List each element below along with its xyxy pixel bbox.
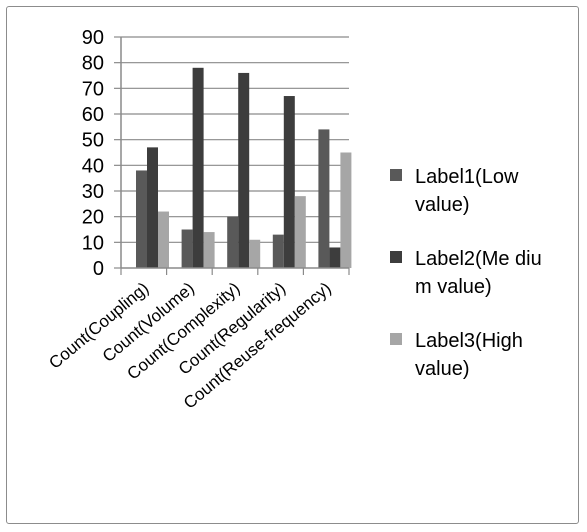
y-tick-label: 20 [82, 207, 104, 229]
legend-label: Label3(High [415, 330, 523, 352]
x-tick-labels: Count(Coupling)Count(Volume)Count(Comple… [45, 279, 334, 413]
axes [114, 36, 350, 275]
legend: Label1(Low value) Label2(Me diu m value) Lab… [390, 166, 542, 380]
legend-label: m value) [415, 276, 492, 298]
y-tick-label: 80 [82, 53, 104, 75]
legend-label: value) [415, 194, 469, 216]
legend-swatch [390, 251, 402, 263]
bar-series3-0 [158, 211, 169, 268]
y-tick-label: 40 [82, 155, 104, 177]
legend-label: Label2(Me diu [415, 248, 542, 270]
bar-series1-0 [136, 170, 147, 268]
bar-series2-4 [329, 247, 341, 268]
y-tick-label: 10 [82, 232, 104, 254]
bar-series2-3 [283, 96, 295, 269]
bar-series3-2 [249, 239, 261, 268]
bar-series1-4 [318, 129, 330, 268]
legend-label: Label1(Low [415, 166, 519, 188]
y-tick-label: 0 [93, 258, 104, 280]
bar-series2-1 [192, 67, 204, 268]
legend-label: value) [415, 358, 469, 380]
bar-series3-3 [294, 196, 306, 268]
y-tick-label: 90 [82, 27, 104, 49]
bar-series1-2 [227, 216, 239, 268]
y-tick-label: 70 [82, 78, 104, 100]
bar-series1-1 [181, 229, 193, 268]
bars [136, 67, 352, 269]
bar-series1-3 [272, 234, 284, 268]
y-tick-label: 60 [82, 104, 104, 126]
y-tick-label: 30 [82, 181, 104, 203]
bar-series2-0 [147, 147, 158, 268]
legend-swatch [390, 333, 402, 345]
legend-swatch [390, 169, 402, 181]
y-tick-label: 50 [82, 130, 104, 152]
bar-series3-4 [340, 152, 352, 268]
y-tick-labels: 0 10 20 30 40 50 60 70 80 90 [82, 27, 104, 280]
bar-series3-1 [203, 232, 215, 268]
bar-series2-2 [238, 72, 250, 268]
